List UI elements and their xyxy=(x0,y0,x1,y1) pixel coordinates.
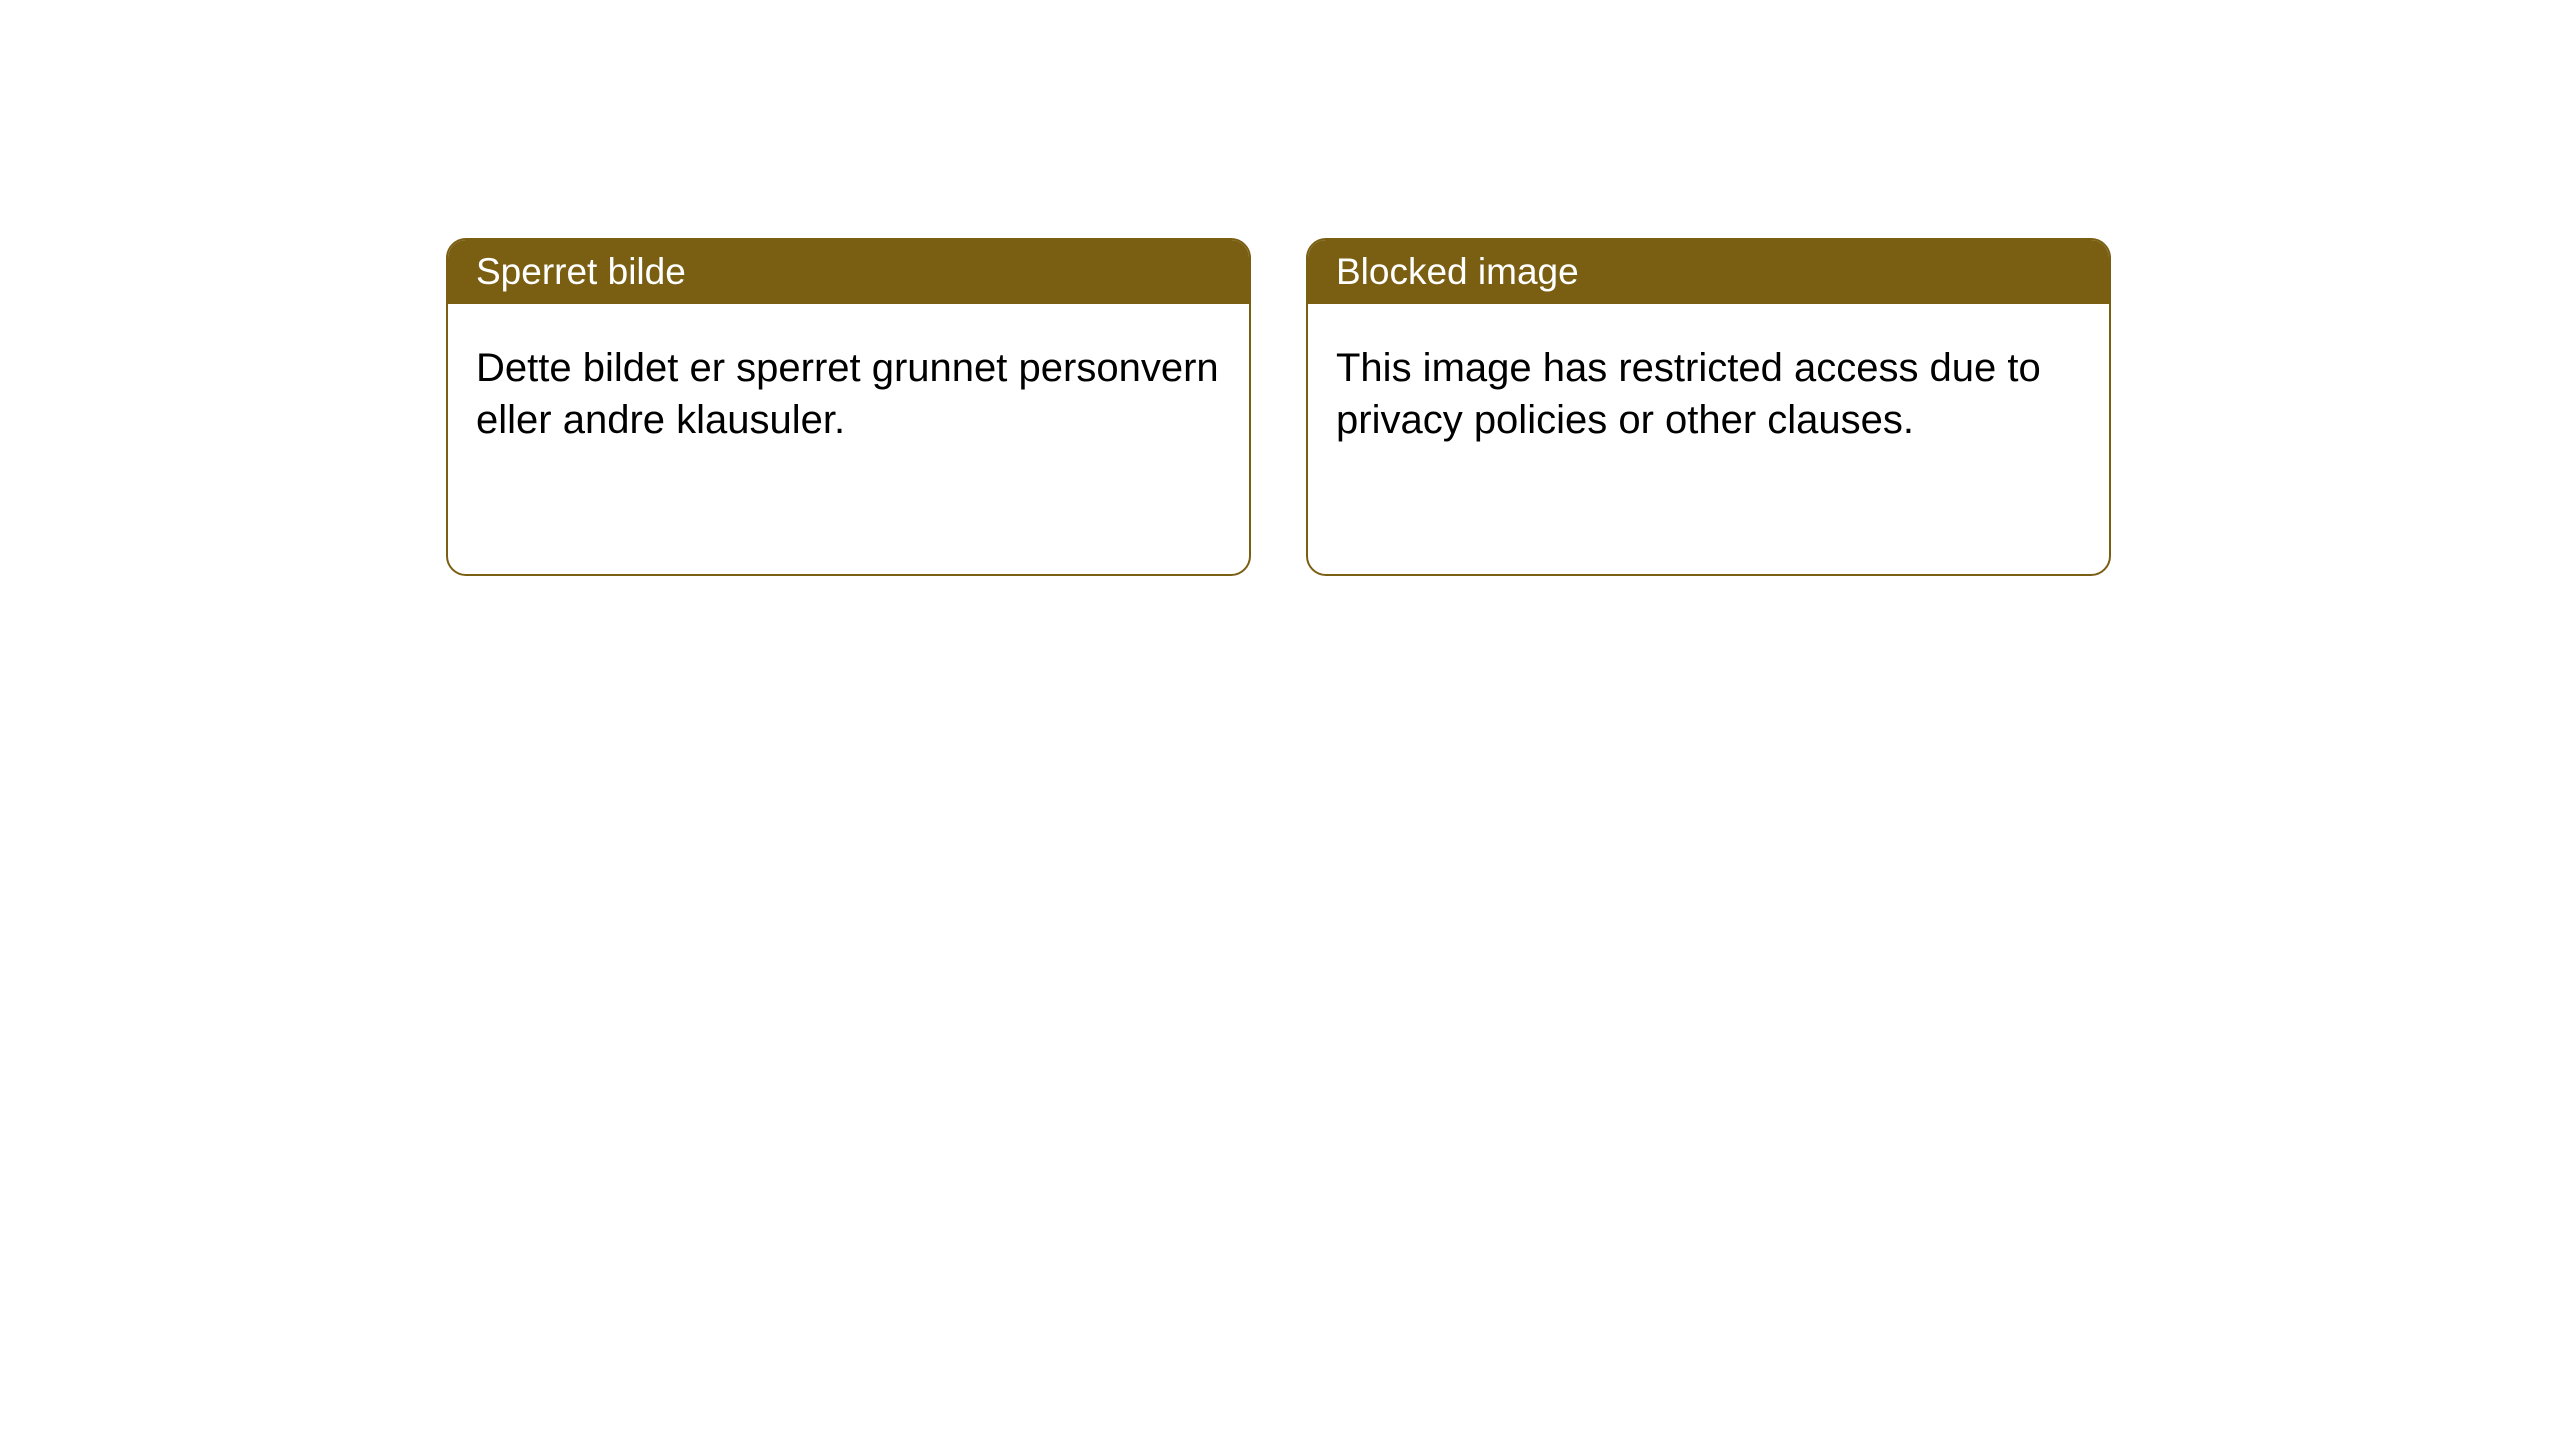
notice-container: Sperret bilde Dette bildet er sperret gr… xyxy=(0,0,2560,576)
notice-card-norwegian: Sperret bilde Dette bildet er sperret gr… xyxy=(446,238,1251,576)
notice-card-english: Blocked image This image has restricted … xyxy=(1306,238,2111,576)
notice-header: Blocked image xyxy=(1308,240,2109,304)
notice-body: Dette bildet er sperret grunnet personve… xyxy=(448,304,1249,484)
notice-header: Sperret bilde xyxy=(448,240,1249,304)
notice-body: This image has restricted access due to … xyxy=(1308,304,2109,484)
